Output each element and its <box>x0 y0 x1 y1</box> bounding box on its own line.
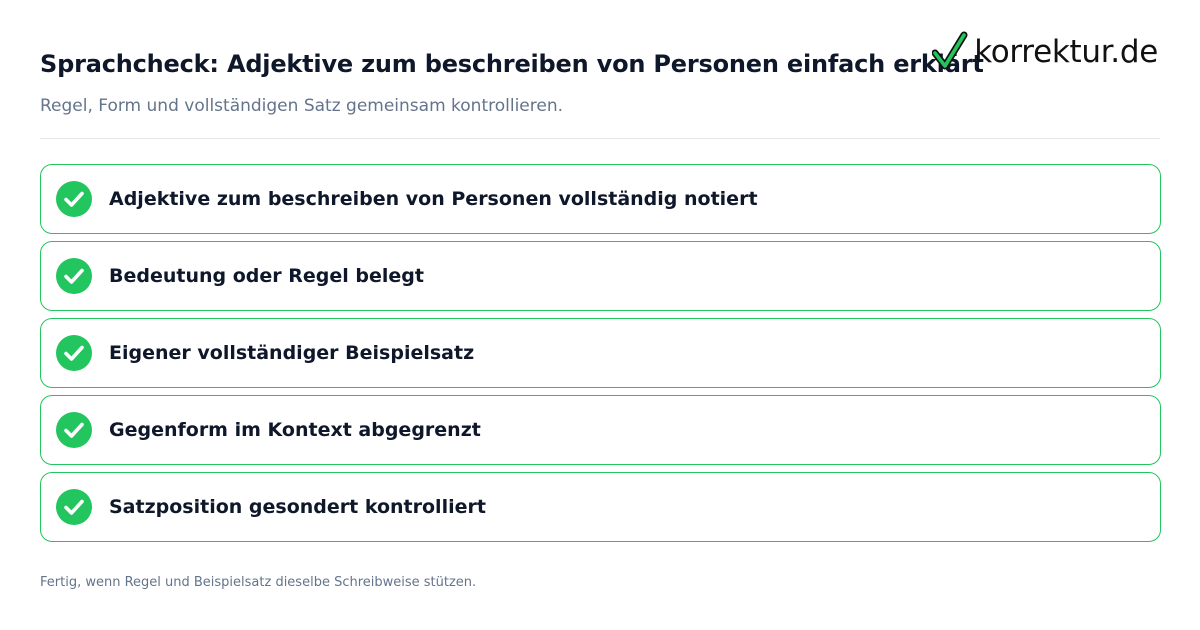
checklist: Adjektive zum beschreiben von Personen v… <box>40 164 1161 549</box>
page-subtitle: Regel, Form und vollständigen Satz gemei… <box>40 96 564 116</box>
footer-note: Fertig, wenn Regel und Beispielsatz dies… <box>40 575 477 590</box>
checkmark-icon <box>932 31 968 70</box>
page-title: Sprachcheck: Adjektive zum beschreiben v… <box>40 50 984 78</box>
checklist-item-label: Adjektive zum beschreiben von Personen v… <box>109 188 758 210</box>
logo-text: korrektur.de <box>974 34 1158 70</box>
checklist-item-label: Bedeutung oder Regel belegt <box>109 265 424 287</box>
brand-logo[interactable]: korrektur.de <box>932 30 1158 74</box>
checklist-item: Adjektive zum beschreiben von Personen v… <box>40 164 1161 234</box>
checklist-item: Gegenform im Kontext abgegrenzt <box>40 395 1161 465</box>
checklist-item: Satzposition gesondert kontrolliert <box>40 472 1161 542</box>
checklist-item-label: Satzposition gesondert kontrolliert <box>109 496 486 518</box>
check-circle-icon <box>56 181 92 217</box>
checklist-item: Bedeutung oder Regel belegt <box>40 241 1161 311</box>
checklist-item: Eigener vollständiger Beispielsatz <box>40 318 1161 388</box>
check-circle-icon <box>56 258 92 294</box>
header-divider <box>40 138 1160 139</box>
check-circle-icon <box>56 335 92 371</box>
checklist-item-label: Eigener vollständiger Beispielsatz <box>109 342 475 364</box>
checklist-item-label: Gegenform im Kontext abgegrenzt <box>109 419 481 441</box>
check-circle-icon <box>56 412 92 448</box>
check-circle-icon <box>56 489 92 525</box>
